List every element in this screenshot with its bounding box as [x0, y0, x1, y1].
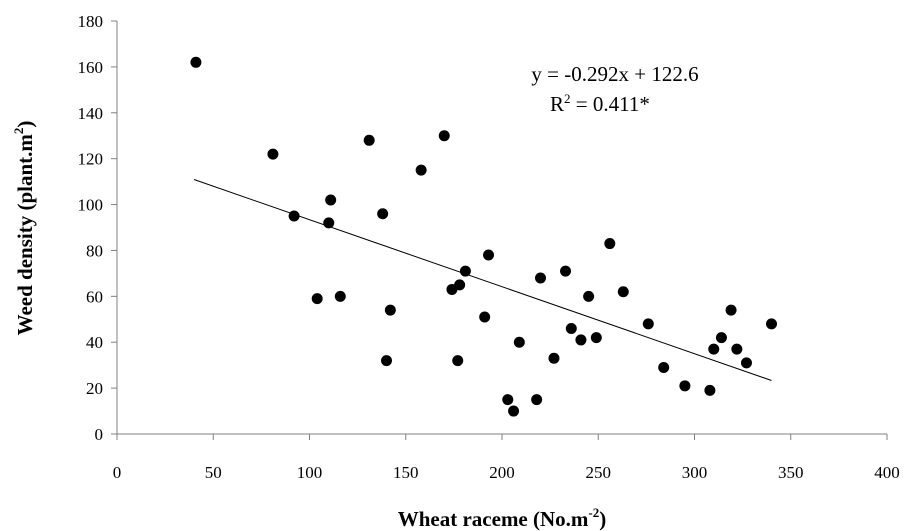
x-tick-label: 50	[205, 463, 222, 482]
data-point	[384, 304, 396, 316]
data-point	[377, 208, 389, 220]
y-tick-label: 100	[78, 196, 104, 215]
data-point	[415, 164, 427, 176]
data-point	[513, 336, 525, 348]
y-tick-label: 160	[78, 58, 104, 77]
x-tick-label: 200	[489, 463, 515, 482]
data-point	[708, 343, 720, 355]
data-point	[190, 56, 202, 68]
data-point	[508, 405, 520, 417]
data-point	[531, 394, 543, 406]
data-point	[311, 293, 323, 305]
data-point	[323, 217, 335, 229]
x-axis-title: Wheat raceme (No.m-2)	[398, 505, 607, 531]
data-point	[642, 318, 654, 330]
data-point	[267, 148, 279, 160]
x-axis: 0 50 100 150 200 250 300 350 400	[113, 433, 900, 482]
data-point	[479, 311, 491, 323]
x-axis-title-text: Wheat raceme (No.m	[398, 507, 589, 531]
y-axis: 0 20 40 60 80 100 120 140 160 180	[78, 12, 118, 444]
data-point	[590, 332, 602, 344]
x-tick-label: 100	[297, 463, 323, 482]
data-point	[334, 290, 346, 302]
x-tick-label: 350	[778, 463, 804, 482]
data-point	[381, 355, 392, 367]
x-tick-label: 150	[393, 463, 419, 482]
data-point	[658, 361, 670, 373]
data-point	[604, 238, 616, 250]
y-tick-label: 140	[78, 104, 104, 123]
data-point	[325, 194, 337, 206]
x-tick-label: 300	[682, 463, 708, 482]
data-point	[565, 322, 577, 334]
data-point	[454, 279, 466, 291]
r2-superscript: 2	[564, 91, 571, 106]
y-tick-label: 0	[95, 425, 104, 444]
y-axis-title: Weed density (plant.m2)	[11, 121, 37, 336]
y-tick-label: 20	[86, 379, 103, 398]
data-point	[617, 286, 629, 298]
y-axis-title-tail: )	[13, 121, 37, 128]
data-point	[452, 355, 464, 367]
data-points	[190, 56, 777, 417]
data-point	[740, 357, 752, 369]
r2-prefix: R	[550, 92, 564, 116]
data-point	[766, 318, 777, 330]
data-point	[725, 304, 737, 316]
x-tick-label: 250	[586, 463, 612, 482]
x-tick-label: 0	[113, 463, 122, 482]
data-point	[535, 272, 546, 284]
data-point	[583, 290, 595, 302]
x-axis-title-sup: -2	[588, 505, 599, 520]
trendline-group	[193, 179, 772, 381]
y-axis-title-sup: 2	[11, 128, 26, 135]
data-point	[288, 210, 300, 222]
y-tick-label: 60	[86, 287, 103, 306]
y-tick-label: 120	[78, 150, 104, 169]
data-point	[715, 332, 727, 344]
y-tick-label: 40	[86, 333, 103, 352]
data-point	[679, 380, 691, 392]
data-point	[548, 352, 560, 364]
x-axis-title-tail: )	[599, 507, 606, 531]
x-tick-label: 400	[874, 463, 900, 482]
data-point	[363, 134, 375, 146]
data-point	[704, 384, 716, 396]
y-tick-label: 80	[86, 241, 103, 260]
r2-annotation: R2 = 0.411*	[550, 91, 650, 116]
equation-annotation: y = -0.292x + 122.6	[531, 62, 698, 86]
r2-value: = 0.411*	[571, 92, 650, 116]
y-tick-label: 180	[78, 12, 104, 31]
data-point	[731, 343, 743, 355]
y-axis-title-text: Weed density (plant.m	[13, 134, 37, 336]
trendline	[193, 179, 772, 381]
data-point	[483, 249, 495, 261]
data-point	[575, 334, 587, 346]
data-point	[502, 394, 514, 406]
data-point	[560, 265, 572, 277]
data-point	[459, 265, 471, 277]
data-point	[438, 130, 450, 142]
